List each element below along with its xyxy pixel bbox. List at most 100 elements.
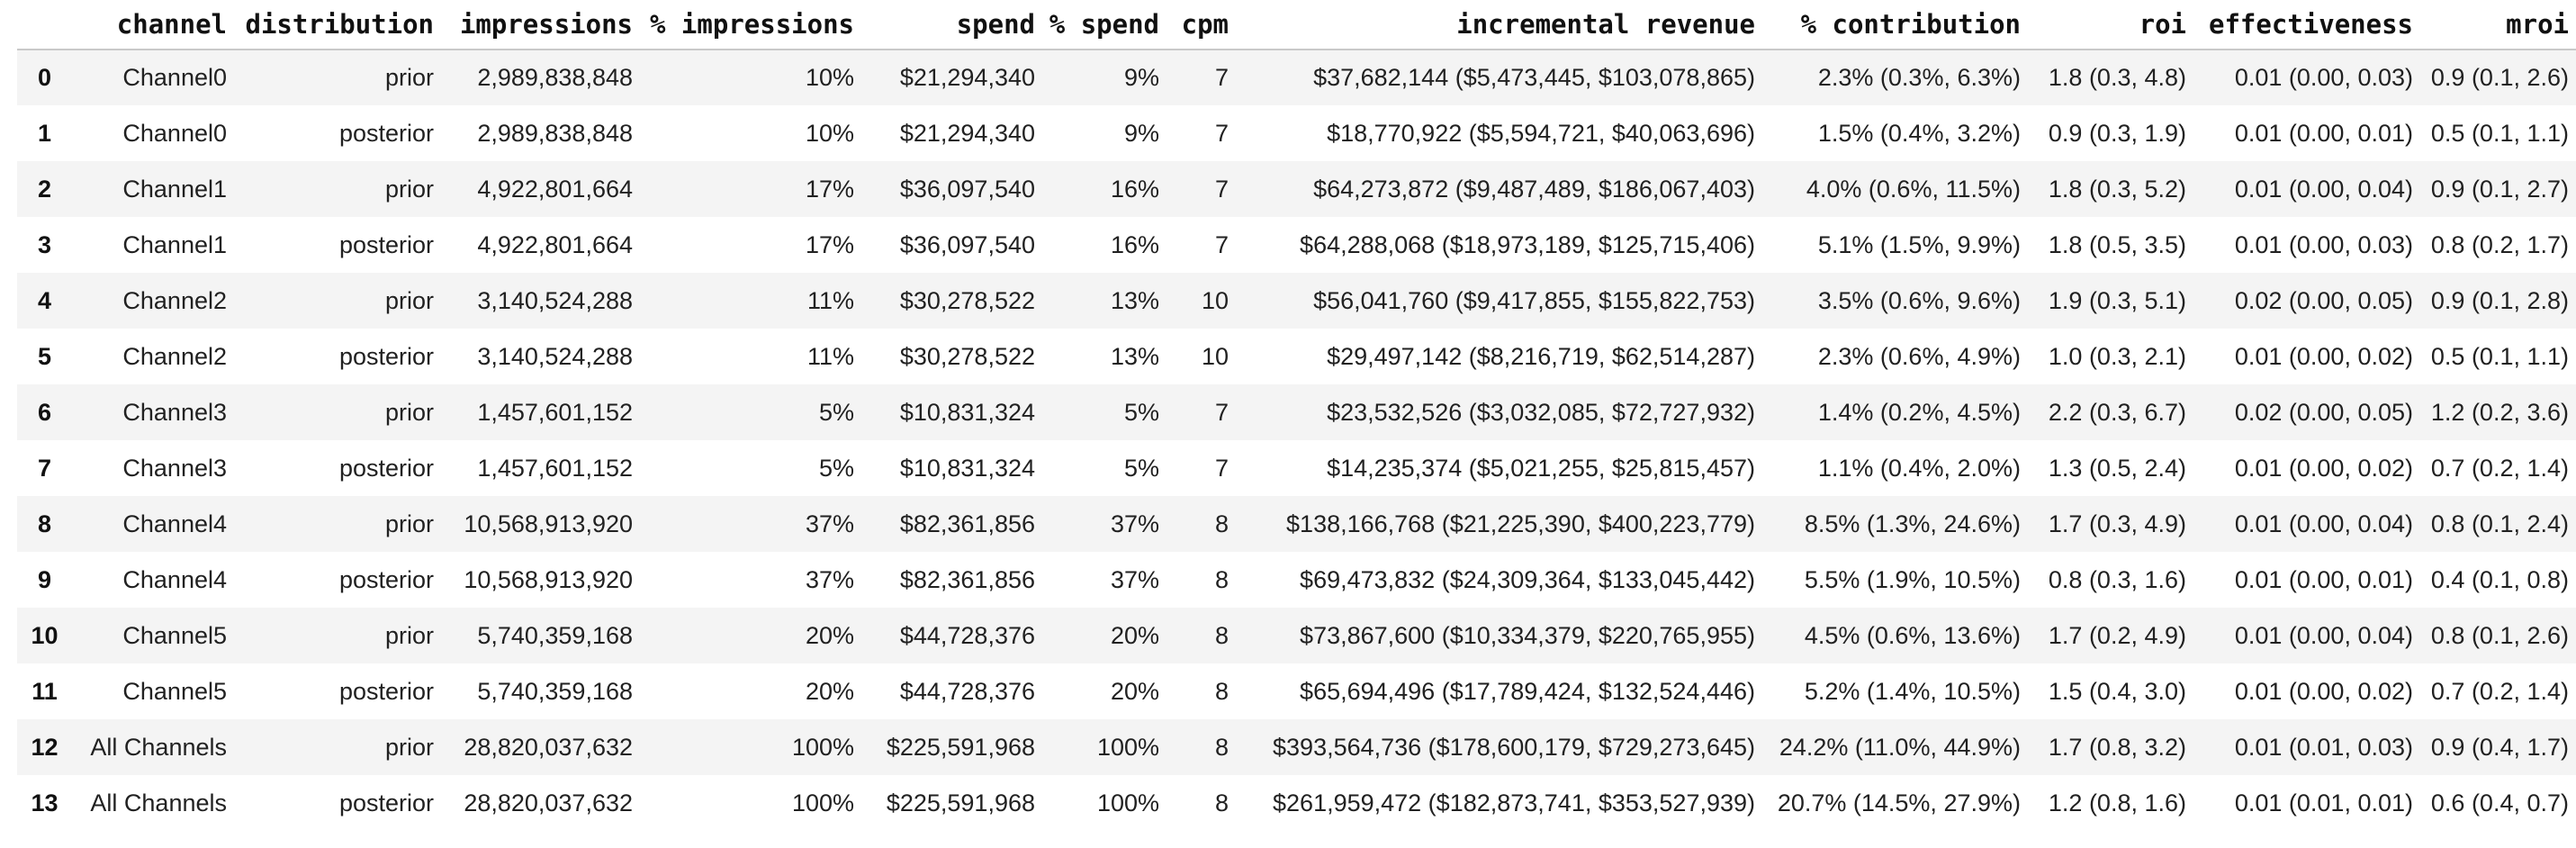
cell-distribution: prior xyxy=(384,621,434,649)
row-index: 4 xyxy=(37,286,52,314)
column-header-roi: roi xyxy=(2021,0,2186,50)
cell--impressions: 20% xyxy=(805,677,854,705)
cell--contribution: 1.5% (0.4%, 3.2%) xyxy=(1817,119,2021,147)
cell-channel: Channel4 xyxy=(122,565,227,593)
cell-cpm: 8 xyxy=(1214,789,1229,816)
cell-distribution: posterior xyxy=(338,230,434,258)
cell--spend: 37% xyxy=(1110,565,1159,593)
cell-spend: $21,294,340 xyxy=(899,64,1035,91)
cell-effectiveness: 0.01 (0.00, 0.03) xyxy=(2234,230,2413,258)
cell-distribution: posterior xyxy=(338,454,434,482)
cell-roi: 1.8 (0.3, 4.8) xyxy=(2048,64,2186,91)
cell-incremental-revenue: $64,288,068 ($18,973,189, $125,715,406) xyxy=(1300,230,1755,258)
cell-distribution: posterior xyxy=(338,342,434,370)
table-row: 4 Channel2 prior 3,140,524,288 11% $30,278,52… xyxy=(17,273,2576,329)
cell-spend: $21,294,340 xyxy=(899,119,1035,147)
cell--impressions: 37% xyxy=(805,565,854,593)
row-index: 2 xyxy=(37,175,52,203)
cell-impressions: 4,922,801,664 xyxy=(477,230,633,258)
cell-roi: 2.2 (0.3, 6.7) xyxy=(2048,398,2186,426)
cell-effectiveness: 0.01 (0.00, 0.01) xyxy=(2234,565,2413,593)
row-index: 0 xyxy=(37,64,52,91)
cell-cpm: 7 xyxy=(1214,64,1229,91)
cell-incremental-revenue: $138,166,768 ($21,225,390, $400,223,779) xyxy=(1286,510,1755,537)
cell-effectiveness: 0.01 (0.00, 0.02) xyxy=(2234,454,2413,482)
cell--spend: 16% xyxy=(1110,230,1159,258)
table-row: 6 Channel3 prior 1,457,601,152 5% $10,831,324… xyxy=(17,384,2576,440)
column-header-channel: channel xyxy=(72,0,227,50)
cell-distribution: posterior xyxy=(338,119,434,147)
cell-channel: All Channels xyxy=(90,789,227,816)
cell-distribution: prior xyxy=(384,398,434,426)
cell-mroi: 0.5 (0.1, 1.1) xyxy=(2430,119,2569,147)
cell--impressions: 11% xyxy=(806,342,854,370)
row-index: 1 xyxy=(37,119,52,147)
cell-cpm: 8 xyxy=(1214,677,1229,705)
cell-channel: Channel0 xyxy=(122,119,227,147)
row-index: 3 xyxy=(37,230,52,258)
cell-roi: 1.3 (0.5, 2.4) xyxy=(2048,454,2186,482)
cell-cpm: 8 xyxy=(1214,510,1229,537)
cell-channel: Channel5 xyxy=(122,621,227,649)
cell-channel: Channel3 xyxy=(122,454,227,482)
cell-incremental-revenue: $23,532,526 ($3,032,085, $72,727,932) xyxy=(1327,398,1755,426)
row-index: 11 xyxy=(32,677,58,705)
column-header--spend: % spend xyxy=(1035,0,1159,50)
cell-spend: $10,831,324 xyxy=(899,398,1035,426)
cell-channel: Channel3 xyxy=(122,398,227,426)
cell-roi: 1.2 (0.8, 1.6) xyxy=(2048,789,2186,816)
cell-spend: $36,097,540 xyxy=(899,230,1035,258)
row-index: 10 xyxy=(31,621,59,649)
cell-incremental-revenue: $65,694,496 ($17,789,424, $132,524,446) xyxy=(1300,677,1755,705)
cell-impressions: 10,568,913,920 xyxy=(464,565,633,593)
cell-cpm: 10 xyxy=(1201,286,1229,314)
cell-spend: $44,728,376 xyxy=(899,621,1035,649)
table-row: 8 Channel4 prior 10,568,913,920 37% $82,361,8… xyxy=(17,496,2576,552)
cell-cpm: 8 xyxy=(1214,733,1229,761)
cell-incremental-revenue: $393,564,736 ($178,600,179, $729,273,645… xyxy=(1273,733,1755,761)
cell--contribution: 4.0% (0.6%, 11.5%) xyxy=(1806,175,2021,203)
row-index: 7 xyxy=(37,454,52,482)
cell--spend: 100% xyxy=(1096,789,1159,816)
cell-cpm: 10 xyxy=(1201,342,1229,370)
table-row: 12 All Channels prior 28,820,037,632 100% $22… xyxy=(17,719,2576,775)
cell-cpm: 7 xyxy=(1214,175,1229,203)
cell-channel: Channel5 xyxy=(122,677,227,705)
cell-effectiveness: 0.02 (0.00, 0.05) xyxy=(2234,398,2413,426)
cell-effectiveness: 0.01 (0.00, 0.04) xyxy=(2234,175,2413,203)
cell-channel: Channel4 xyxy=(122,510,227,537)
cell-roi: 1.7 (0.8, 3.2) xyxy=(2048,733,2186,761)
cell-spend: $44,728,376 xyxy=(899,677,1035,705)
table-body: 0 Channel0 prior 2,989,838,848 10% $21,294,34… xyxy=(17,50,2576,831)
cell--spend: 9% xyxy=(1123,64,1159,91)
cell-incremental-revenue: $37,682,144 ($5,473,445, $103,078,865) xyxy=(1313,64,1755,91)
cell--spend: 37% xyxy=(1110,510,1159,537)
cell-roi: 1.8 (0.3, 5.2) xyxy=(2048,175,2186,203)
cell--contribution: 4.5% (0.6%, 13.6%) xyxy=(1804,621,2021,649)
cell-mroi: 0.9 (0.4, 1.7) xyxy=(2430,733,2569,761)
cell--impressions: 5% xyxy=(818,454,854,482)
cell-impressions: 5,740,359,168 xyxy=(477,621,633,649)
column-header-index xyxy=(17,0,72,50)
table-header: channel distribution impressions% impressi… xyxy=(17,0,2576,50)
table-row: 11 Channel5 posterior 5,740,359,168 20% $44,7… xyxy=(17,663,2576,719)
table-row: 3 Channel1 posterior 4,922,801,664 17% $36,09… xyxy=(17,217,2576,273)
cell-cpm: 7 xyxy=(1214,454,1229,482)
cell-roi: 1.7 (0.3, 4.9) xyxy=(2048,510,2186,537)
column-header--contribution: % contribution xyxy=(1755,0,2021,50)
cell-mroi: 0.9 (0.1, 2.8) xyxy=(2430,286,2569,314)
table-row: 2 Channel1 prior 4,922,801,664 17% $36,097,54… xyxy=(17,161,2576,217)
cell-spend: $30,278,522 xyxy=(899,286,1035,314)
cell--impressions: 11% xyxy=(806,286,854,314)
cell-impressions: 28,820,037,632 xyxy=(464,733,633,761)
cell--impressions: 10% xyxy=(805,119,854,147)
table-row: 5 Channel2 posterior 3,140,524,288 11% $30,27… xyxy=(17,329,2576,384)
cell-spend: $82,361,856 xyxy=(899,565,1035,593)
cell-roi: 1.9 (0.3, 5.1) xyxy=(2048,286,2186,314)
cell-cpm: 7 xyxy=(1214,119,1229,147)
cell--impressions: 37% xyxy=(805,510,854,537)
cell-mroi: 0.7 (0.2, 1.4) xyxy=(2430,454,2569,482)
cell-distribution: prior xyxy=(384,64,434,91)
cell-spend: $36,097,540 xyxy=(899,175,1035,203)
cell-impressions: 1,457,601,152 xyxy=(477,454,633,482)
